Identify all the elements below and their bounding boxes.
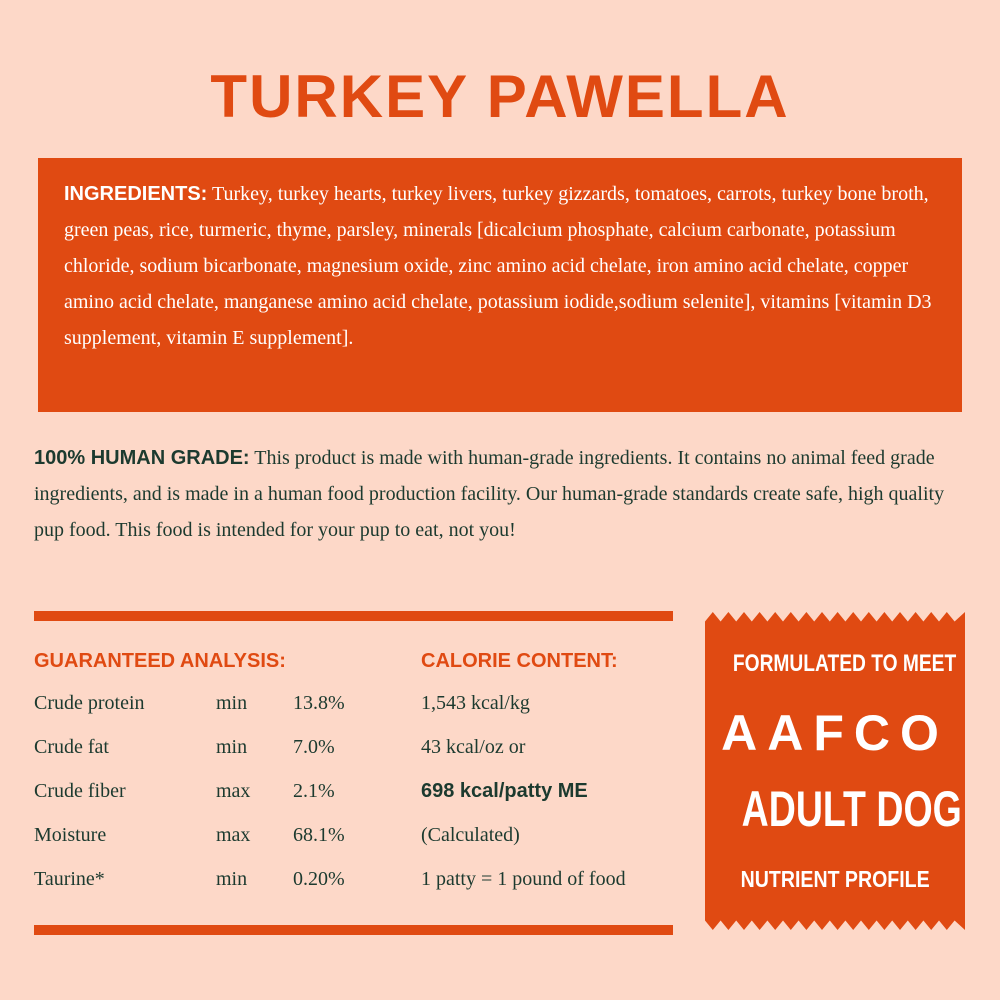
- aafco-badge: FORMULATED TO MEET AAFCO ADULT DOG NUTRI…: [705, 612, 965, 930]
- badge-line-3: ADULT DOG: [741, 781, 962, 837]
- nutrient-value: 0.20%: [293, 868, 345, 890]
- nutrient-qualifier: min: [216, 692, 248, 714]
- nutrient-name: Taurine*: [34, 868, 105, 890]
- calorie-content: CALORIE CONTENT: 1,543 kcal/kg 43 kcal/o…: [421, 648, 691, 908]
- ingredients-box: INGREDIENTS: Turkey, turkey hearts, turk…: [38, 158, 962, 412]
- nutrient-value: 68.1%: [293, 824, 345, 846]
- calorie-line: 1,543 kcal/kg: [421, 692, 530, 714]
- badge-line-4-wrap: NUTRIENT PROFILE: [705, 866, 965, 893]
- badge-line-2: AAFCO: [721, 705, 949, 761]
- calorie-line: 43 kcal/oz or: [421, 736, 526, 758]
- analysis-row: Crude protein min 13.8%: [34, 688, 345, 732]
- badge-line-1: FORMULATED TO MEET: [732, 650, 957, 677]
- divider-bottom: [34, 925, 673, 935]
- badge-line-2-wrap: AAFCO: [705, 704, 965, 762]
- calorie-line-bold: 698 kcal/patty ME: [421, 780, 588, 802]
- guaranteed-analysis: GUARANTEED ANALYSIS: Crude protein min 13.…: [34, 648, 345, 908]
- nutrient-qualifier: max: [216, 824, 251, 846]
- nutrient-name: Crude protein: [34, 692, 145, 714]
- analysis-row: Crude fat min 7.0%: [34, 732, 345, 776]
- nutrient-name: Crude fat: [34, 736, 109, 758]
- human-grade-heading: 100% HUMAN GRADE:: [34, 447, 250, 469]
- human-grade-text: This product is made with human-grade in…: [34, 447, 945, 541]
- product-title: TURKEY PAWELLA: [210, 63, 790, 130]
- nutrient-value: 13.8%: [293, 692, 345, 714]
- badge-line-3-wrap: ADULT DOG: [705, 780, 965, 838]
- human-grade-section: 100% HUMAN GRADE: This product is made w…: [34, 440, 964, 548]
- nutrient-value: 2.1%: [293, 780, 335, 802]
- analysis-row: Taurine* min 0.20%: [34, 864, 345, 908]
- calorie-line: (Calculated): [421, 824, 520, 846]
- nutrient-qualifier: min: [216, 736, 248, 758]
- divider-top: [34, 611, 673, 621]
- ingredients-text: Turkey, turkey hearts, turkey livers, tu…: [64, 183, 932, 349]
- ingredients-heading: INGREDIENTS:: [64, 183, 208, 205]
- nutrient-name: Moisture: [34, 824, 107, 846]
- nutrient-value: 7.0%: [293, 736, 335, 758]
- analysis-row: Moisture max 68.1%: [34, 820, 345, 864]
- badge-line-4: NUTRIENT PROFILE: [740, 866, 930, 892]
- badge-line-1-wrap: FORMULATED TO MEET: [705, 650, 965, 678]
- analysis-row: Crude fiber max 2.1%: [34, 776, 345, 820]
- analysis-heading: GUARANTEED ANALYSIS:: [34, 650, 286, 672]
- calorie-line: 1 patty = 1 pound of food: [421, 868, 626, 890]
- nutrient-name: Crude fiber: [34, 780, 126, 802]
- calorie-heading: CALORIE CONTENT:: [421, 650, 618, 672]
- nutrient-qualifier: min: [216, 868, 248, 890]
- nutrient-qualifier: max: [216, 780, 251, 802]
